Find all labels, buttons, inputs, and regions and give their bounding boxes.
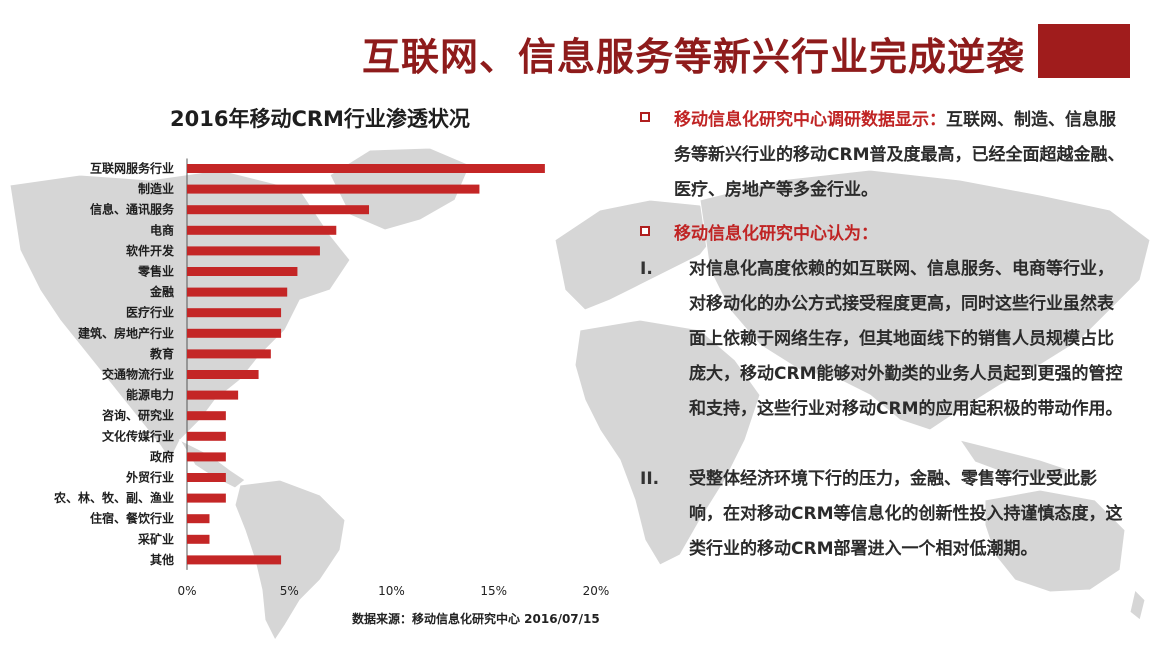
africa-shape bbox=[574, 319, 761, 566]
finding-item-2: 移动信息化研究中心认为： bbox=[640, 217, 1125, 252]
x-tick-label: 5% bbox=[280, 584, 299, 598]
category-label: 软件开发 bbox=[126, 243, 175, 258]
square-bullet-icon bbox=[640, 112, 650, 122]
x-tick-label: 15% bbox=[480, 584, 507, 598]
se-asia-islands-shape bbox=[958, 439, 1072, 481]
title-accent-block bbox=[1038, 24, 1130, 78]
new-zealand-shape bbox=[1129, 589, 1146, 621]
category-label: 教育 bbox=[149, 346, 174, 361]
finding-item-1-text: 移动信息化研究中心调研数据显示：互联网、制造、信息服务等新兴行业的移动CRM普及… bbox=[640, 103, 1125, 208]
category-label: 建筑、房地产行业 bbox=[77, 325, 174, 340]
chart-title: 2016年移动CRM行业渗透状况 bbox=[170, 107, 470, 131]
point-2-mark: II. bbox=[640, 469, 660, 489]
bar-11 bbox=[187, 390, 239, 400]
category-label: 政府 bbox=[150, 449, 174, 464]
point-1-text: 对信息化高度依赖的如互联网、信息服务、电商等行业，对移动化的办公方式接受程度更高… bbox=[689, 259, 1123, 419]
finding-item-1-body: 互联网、制造、信息服务等新兴行业的移动CRM普及度最高，已经全面超越金融、医疗、… bbox=[674, 110, 1125, 200]
bar-18 bbox=[187, 534, 210, 544]
south-america-shape bbox=[234, 479, 346, 641]
bar-4 bbox=[187, 246, 320, 256]
square-bullet-icon bbox=[640, 226, 650, 236]
bar-12 bbox=[187, 411, 226, 421]
chart-source: 数据来源：移动信息化研究中心 2016/07/15 bbox=[352, 612, 600, 626]
x-tick-label: 10% bbox=[378, 584, 405, 598]
x-tick-label: 20% bbox=[583, 584, 610, 598]
category-label: 外贸行业 bbox=[126, 470, 174, 485]
bar-17 bbox=[187, 514, 210, 524]
category-label: 零售业 bbox=[137, 264, 174, 279]
category-label: 金融 bbox=[149, 284, 174, 299]
category-label: 医疗行业 bbox=[126, 305, 174, 320]
x-tick-label: 0% bbox=[177, 584, 196, 598]
bar-10 bbox=[187, 370, 259, 379]
category-label: 文化传媒行业 bbox=[102, 428, 174, 443]
category-label: 农、林、牧、副、渔业 bbox=[53, 490, 174, 505]
europe-shape bbox=[554, 199, 721, 311]
category-label: 采矿业 bbox=[137, 531, 174, 546]
bar-5 bbox=[187, 267, 298, 276]
bar-9 bbox=[187, 349, 271, 359]
bar-3 bbox=[187, 225, 337, 235]
bar-14 bbox=[187, 452, 226, 462]
finding-item-2-label: 移动信息化研究中心认为： bbox=[674, 224, 878, 244]
asia-shape bbox=[699, 169, 1151, 431]
bar-13 bbox=[187, 431, 226, 441]
australia-shape bbox=[984, 489, 1126, 593]
finding-item-1-label: 移动信息化研究中心调研数据显示： bbox=[674, 110, 946, 130]
bar-16 bbox=[187, 493, 226, 503]
category-label: 电商 bbox=[150, 222, 174, 237]
category-label: 制造业 bbox=[138, 181, 174, 196]
point-2: II. 受整体经济环境下行的压力，金融、零售等行业受此影响，在对移动CRM等信息… bbox=[640, 462, 1125, 567]
page-title: 互联网、信息服务等新兴行业完成逆袭 bbox=[361, 35, 1025, 79]
category-label: 其他 bbox=[150, 552, 174, 567]
category-label: 信息、通讯服务 bbox=[90, 202, 175, 217]
category-label: 住宿、餐饮行业 bbox=[90, 511, 174, 526]
point-1: I. 对信息化高度依赖的如互联网、信息服务、电商等行业，对移动化的办公方式接受程… bbox=[640, 252, 1125, 427]
bar-1 bbox=[187, 184, 480, 194]
finding-item-1: 移动信息化研究中心调研数据显示：互联网、制造、信息服务等新兴行业的移动CRM普及… bbox=[640, 103, 1125, 208]
bar-19 bbox=[187, 555, 282, 565]
bar-2 bbox=[187, 205, 370, 215]
category-label: 互联网服务行业 bbox=[90, 161, 174, 176]
category-label: 咨询、研究业 bbox=[102, 408, 174, 423]
point-2-text: 受整体经济环境下行的压力，金融、零售等行业受此影响，在对移动CRM等信息化的创新… bbox=[689, 469, 1123, 559]
bar-8 bbox=[187, 328, 282, 338]
bar-6 bbox=[187, 287, 288, 297]
bar-0 bbox=[187, 164, 545, 173]
category-label: 能源电力 bbox=[126, 387, 174, 402]
point-1-mark: I. bbox=[640, 259, 653, 279]
bar-15 bbox=[187, 473, 226, 482]
category-label: 交通物流行业 bbox=[102, 367, 174, 382]
bar-7 bbox=[187, 308, 282, 318]
